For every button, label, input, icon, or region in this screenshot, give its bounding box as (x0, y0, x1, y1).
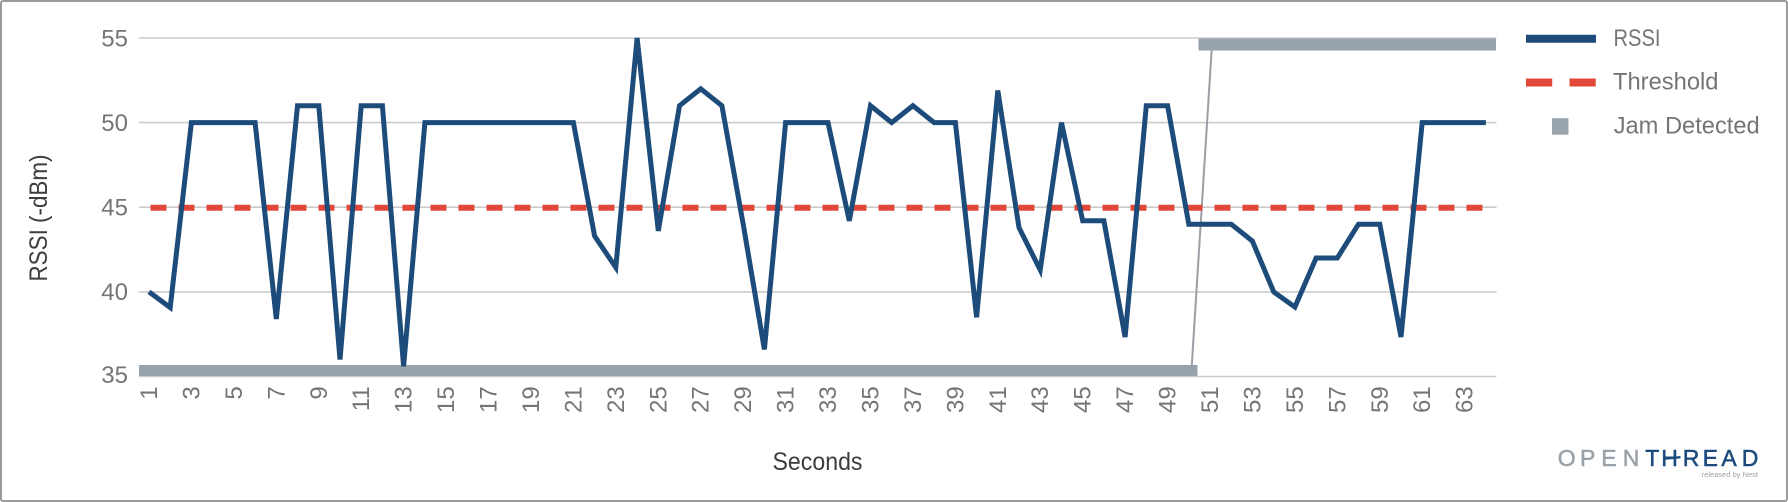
svg-text:55: 55 (101, 25, 128, 52)
svg-text:RSSI: RSSI (1614, 25, 1661, 52)
svg-text:37: 37 (900, 386, 927, 413)
svg-text:57: 57 (1324, 386, 1351, 413)
svg-text:27: 27 (688, 386, 715, 413)
svg-text:45: 45 (101, 195, 128, 222)
svg-text:55: 55 (1282, 386, 1309, 413)
svg-text:45: 45 (1070, 386, 1097, 413)
svg-text:39: 39 (942, 386, 969, 413)
svg-text:19: 19 (518, 386, 545, 413)
svg-text:53: 53 (1239, 386, 1266, 413)
svg-text:50: 50 (101, 110, 128, 137)
svg-text:51: 51 (1197, 386, 1224, 413)
svg-text:63: 63 (1452, 386, 1479, 413)
svg-text:released by Nest: released by Nest (1702, 470, 1759, 479)
svg-text:21: 21 (560, 386, 587, 413)
svg-text:23: 23 (603, 386, 630, 413)
svg-text:41: 41 (985, 386, 1012, 413)
svg-text:9: 9 (306, 386, 333, 399)
svg-text:31: 31 (773, 386, 800, 413)
svg-text:59: 59 (1367, 386, 1394, 413)
svg-text:17: 17 (476, 386, 503, 413)
svg-text:1: 1 (136, 386, 163, 399)
svg-text:40: 40 (101, 279, 128, 306)
svg-text:11: 11 (348, 386, 375, 411)
svg-text:35: 35 (858, 386, 885, 413)
svg-text:35: 35 (101, 362, 128, 389)
svg-text:Threshold: Threshold (1613, 69, 1719, 96)
svg-text:33: 33 (815, 386, 842, 413)
svg-text:61: 61 (1409, 386, 1436, 413)
svg-text:7: 7 (263, 386, 290, 399)
svg-text:RSSI (-dBm): RSSI (-dBm) (25, 155, 53, 282)
svg-text:15: 15 (433, 386, 460, 413)
svg-text:THREAD: THREAD (1645, 445, 1758, 471)
svg-text:13: 13 (391, 386, 418, 413)
svg-text:5: 5 (221, 386, 248, 399)
svg-text:49: 49 (1155, 386, 1182, 413)
svg-text:Seconds: Seconds (773, 448, 863, 476)
svg-text:25: 25 (645, 386, 672, 413)
svg-text:47: 47 (1112, 386, 1139, 413)
svg-text:29: 29 (730, 386, 757, 413)
svg-text:3: 3 (178, 386, 205, 399)
svg-text:Jam Detected: Jam Detected (1614, 113, 1760, 140)
svg-text:43: 43 (1027, 386, 1054, 413)
